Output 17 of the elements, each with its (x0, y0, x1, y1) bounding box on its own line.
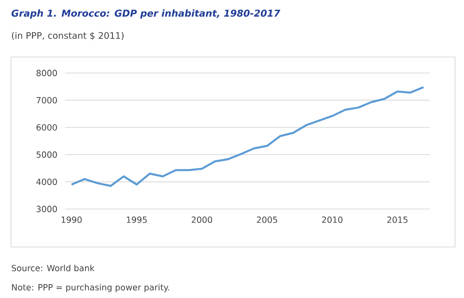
y-tick-label: 7000 (36, 97, 57, 104)
x-tick-label: 2005 (256, 216, 278, 223)
x-tick-label: 2010 (322, 216, 342, 223)
chart-subtitle: (in PPP, constant $ 2011) (12, 32, 124, 40)
y-tick-label: 5000 (36, 151, 57, 158)
y-tick-label: 6000 (36, 124, 57, 131)
chart-title: Graph 1. Morocco: GDP per inhabitant, 1980-2017 (12, 9, 280, 19)
x-tick-label: 2015 (387, 216, 408, 223)
source-note: Source: World bank (12, 264, 95, 272)
x-tick-label: 1990 (62, 216, 82, 223)
line-series (70, 86, 424, 187)
y-tick-label: 8000 (36, 70, 57, 76)
text: Note: PPP = purchasing power parity. (12, 284, 170, 292)
x-tick-label: 2000 (192, 216, 212, 223)
y-tick-label: 4000 (36, 178, 57, 186)
y-tick-label: 3000 (36, 206, 57, 212)
x-tick-label: 1995 (126, 216, 147, 223)
